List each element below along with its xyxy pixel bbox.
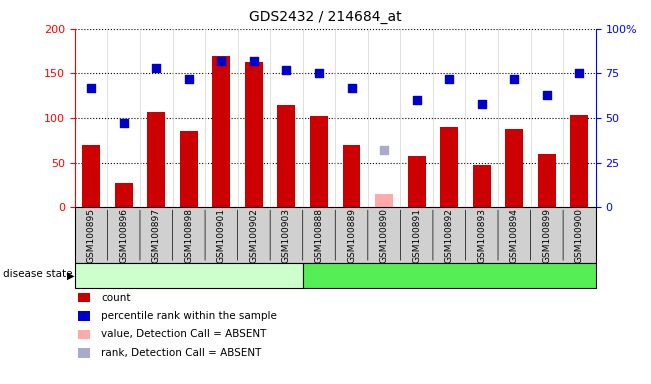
Point [444,76,454,82]
Text: GSM100897: GSM100897 [152,208,161,263]
Text: GSM100892: GSM100892 [445,208,454,263]
Point [249,58,259,64]
Text: GSM100889: GSM100889 [347,208,356,263]
Bar [440,127,458,207]
Text: GSM100900: GSM100900 [575,208,584,263]
Point [346,84,357,91]
Point [379,147,389,153]
Text: percentile rank within the sample: percentile rank within the sample [101,311,277,321]
Bar [408,156,426,207]
Point [314,70,324,76]
Text: value, Detection Call = ABSENT: value, Detection Call = ABSENT [101,329,266,339]
Bar [342,145,361,207]
Bar [147,112,165,207]
Point [411,97,422,103]
Bar [115,183,133,207]
Bar [538,154,556,207]
Bar [82,145,100,207]
Text: pituitary adenoma predisposition: pituitary adenoma predisposition [357,270,542,281]
Point [184,76,194,82]
Point [509,76,519,82]
Bar [180,131,198,207]
Text: rank, Detection Call = ABSENT: rank, Detection Call = ABSENT [101,348,261,358]
Point [86,84,96,91]
Text: GSM100895: GSM100895 [87,208,96,263]
Point [542,92,552,98]
Text: GSM100894: GSM100894 [510,208,519,263]
Text: GSM100890: GSM100890 [380,208,389,263]
Text: GSM100893: GSM100893 [477,208,486,263]
Point [477,101,487,107]
Text: control: control [169,270,208,281]
Text: GSM100901: GSM100901 [217,208,226,263]
Text: GSM100902: GSM100902 [249,208,258,263]
Text: GDS2432 / 214684_at: GDS2432 / 214684_at [249,10,402,23]
Point [281,67,292,73]
Text: disease state: disease state [3,268,73,279]
Bar [277,105,296,207]
Text: GSM100903: GSM100903 [282,208,291,263]
Bar [570,116,589,207]
Text: GSM100888: GSM100888 [314,208,324,263]
Bar [473,166,491,207]
Text: GSM100896: GSM100896 [119,208,128,263]
Bar [212,56,230,207]
Point [574,70,585,76]
Bar [505,129,523,207]
Text: GSM100899: GSM100899 [542,208,551,263]
Point [216,58,227,64]
Bar [245,62,263,207]
Point [118,120,129,126]
Text: ▶: ▶ [66,270,74,281]
Text: count: count [101,293,130,303]
Text: GSM100891: GSM100891 [412,208,421,263]
Text: GSM100898: GSM100898 [184,208,193,263]
Point [151,65,161,71]
Bar [310,116,328,207]
Bar [375,194,393,207]
